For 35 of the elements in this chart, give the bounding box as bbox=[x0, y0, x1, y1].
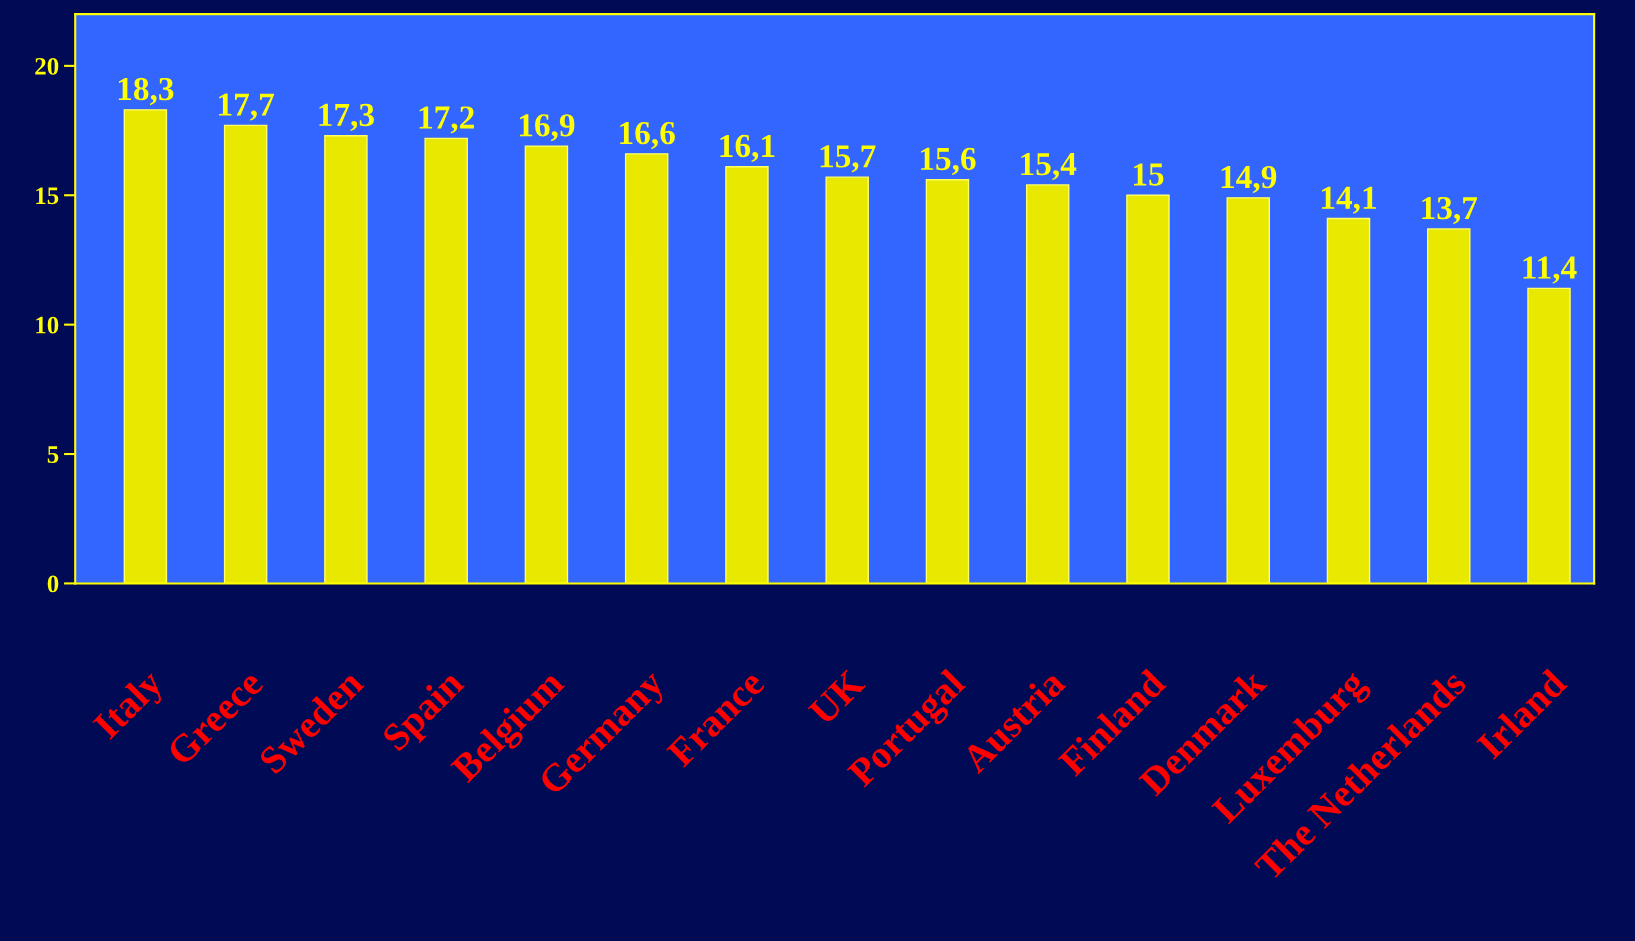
bar bbox=[725, 166, 769, 584]
bar bbox=[424, 137, 468, 584]
y-tick-label: 10 bbox=[36, 316, 59, 334]
y-tick-label: 20 bbox=[35, 57, 59, 75]
data-label: 14,9 bbox=[1221, 165, 1277, 194]
data-label: 14,1 bbox=[1322, 186, 1376, 214]
y-tick-label: 5 bbox=[47, 446, 59, 463]
data-label: 15,4 bbox=[1021, 153, 1077, 181]
bar bbox=[925, 179, 970, 584]
bar bbox=[1126, 194, 1170, 584]
bar bbox=[123, 109, 168, 584]
bar bbox=[624, 153, 669, 584]
data-label: 15 bbox=[1133, 163, 1164, 186]
bar bbox=[524, 145, 569, 584]
data-label: 18,3 bbox=[118, 77, 174, 106]
bar bbox=[1427, 228, 1471, 584]
bar bbox=[1527, 287, 1571, 584]
bar bbox=[1025, 184, 1070, 584]
bar bbox=[825, 176, 869, 584]
data-label: 16,1 bbox=[720, 134, 775, 163]
y-tick-label: 0 bbox=[47, 575, 59, 593]
data-label: 13,7 bbox=[1422, 196, 1478, 225]
data-label: 16,9 bbox=[519, 114, 575, 142]
y-tick-label: 15 bbox=[36, 187, 59, 205]
data-label: 17,7 bbox=[219, 93, 274, 121]
data-label: 15,6 bbox=[920, 147, 976, 176]
bar bbox=[1226, 197, 1270, 584]
data-label: 16,6 bbox=[620, 121, 675, 150]
data-label: 15,7 bbox=[820, 145, 876, 173]
bar bbox=[1326, 217, 1371, 584]
data-label: 11,4 bbox=[1523, 256, 1577, 284]
bar bbox=[223, 124, 268, 584]
bar bbox=[324, 135, 368, 584]
data-label: 17,2 bbox=[419, 106, 474, 134]
data-label: 17,3 bbox=[319, 103, 374, 132]
